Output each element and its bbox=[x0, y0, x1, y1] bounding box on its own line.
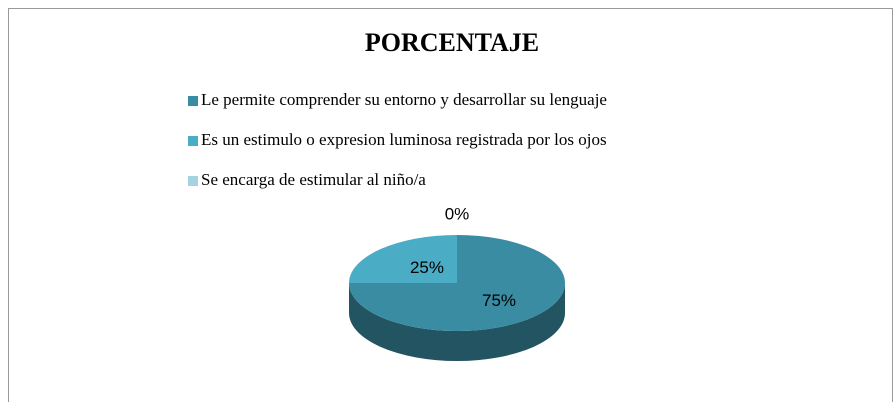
data-label: 0% bbox=[445, 204, 470, 223]
legend-swatch bbox=[188, 176, 198, 186]
slice bbox=[349, 235, 457, 283]
legend-swatch bbox=[188, 96, 198, 106]
legend-label: Es un estimulo o expresion luminosa regi… bbox=[201, 130, 607, 149]
data-label: 75% bbox=[482, 291, 516, 310]
chart-title: PORCENTAJE bbox=[365, 28, 539, 57]
slice-side bbox=[349, 283, 565, 361]
legend-label: Se encarga de estimular al niño/a bbox=[201, 170, 426, 189]
data-label: 25% bbox=[410, 258, 444, 277]
legend-swatch bbox=[188, 136, 198, 146]
legend-label: Le permite comprender su entorno y desar… bbox=[201, 90, 607, 109]
